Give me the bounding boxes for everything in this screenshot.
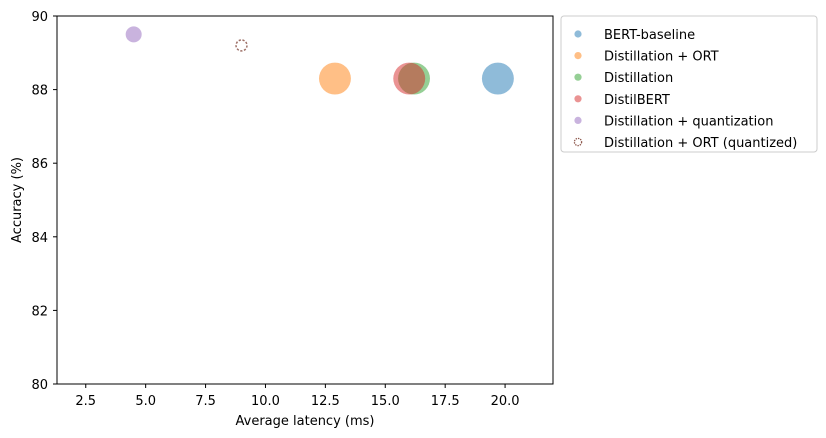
- legend-label: DistilBERT: [604, 93, 670, 108]
- x-axis-ticks: 2.5 5.0 7.5 10.0 12.5 15.0 17.5 20.0: [75, 384, 520, 409]
- y-axis-label: Accuracy (%): [10, 157, 25, 243]
- scatter-point: [235, 39, 248, 52]
- x-tick-label: 10.0: [251, 394, 280, 409]
- legend-marker: [574, 116, 582, 124]
- y-tick-label: 80: [31, 378, 48, 393]
- y-axis-ticks: 80 82 84 86 88 90: [31, 10, 57, 393]
- x-tick-label: 15.0: [371, 394, 400, 409]
- y-tick-label: 82: [31, 304, 48, 319]
- legend-marker: [573, 137, 583, 147]
- legend-marker: [574, 73, 582, 81]
- legend-marker: [574, 30, 582, 38]
- legend-label: Distillation + ORT (quantized): [604, 136, 797, 151]
- legend-label: Distillation + ORT: [604, 50, 719, 65]
- scatter-point: [318, 62, 351, 95]
- x-axis-label: Average latency (ms): [236, 414, 375, 429]
- y-tick-label: 90: [31, 10, 48, 25]
- legend: BERT-baseline Distillation + ORT Distillat…: [560, 15, 818, 153]
- x-tick-label: 17.5: [431, 394, 460, 409]
- legend-marker: [574, 52, 582, 60]
- legend-frame: [560, 15, 818, 153]
- y-tick-label: 88: [31, 84, 48, 99]
- plot-frame: [56, 15, 554, 385]
- scatter-point: [481, 62, 514, 95]
- points-layer: [125, 26, 514, 95]
- legend-label: Distillation: [604, 71, 673, 86]
- scatter-point: [125, 26, 142, 43]
- scatter-point: [393, 62, 426, 95]
- legend-label: Distillation + quantization: [604, 114, 773, 129]
- x-tick-label: 20.0: [491, 394, 520, 409]
- y-tick-label: 86: [31, 157, 48, 172]
- x-tick-label: 12.5: [311, 394, 340, 409]
- legend-label: BERT-baseline: [604, 28, 695, 43]
- legend-items: BERT-baseline Distillation + ORT Distillat…: [573, 28, 797, 151]
- y-tick-label: 84: [31, 231, 48, 246]
- x-tick-label: 5.0: [135, 394, 156, 409]
- legend-marker: [574, 95, 582, 103]
- x-tick-label: 2.5: [75, 394, 96, 409]
- x-tick-label: 7.5: [195, 394, 216, 409]
